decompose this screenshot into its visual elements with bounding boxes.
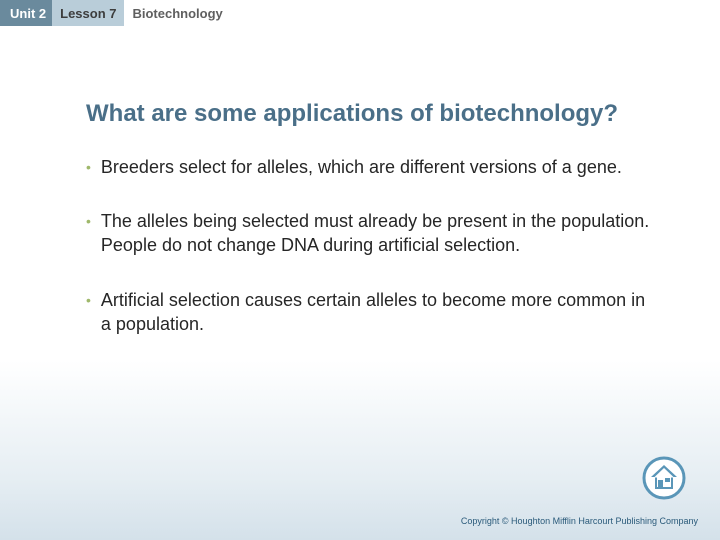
bullet-icon: • bbox=[86, 288, 91, 312]
lesson-label: Lesson 7 bbox=[52, 0, 124, 26]
bullet-icon: • bbox=[86, 155, 91, 179]
bullet-item: • The alleles being selected must alread… bbox=[86, 209, 658, 258]
unit-label: Unit 2 bbox=[0, 0, 52, 26]
home-icon bbox=[642, 456, 686, 500]
home-button[interactable] bbox=[642, 456, 686, 500]
copyright-text: Copyright © Houghton Mifflin Harcourt Pu… bbox=[461, 516, 698, 526]
topic-label: Biotechnology bbox=[124, 0, 230, 26]
bullet-text: Breeders select for alleles, which are d… bbox=[101, 155, 622, 179]
bullet-text: Artificial selection causes certain alle… bbox=[101, 288, 658, 337]
slide-header: Unit 2 Lesson 7 Biotechnology bbox=[0, 0, 720, 26]
bullet-item: • Artificial selection causes certain al… bbox=[86, 288, 658, 337]
slide-body: What are some applications of biotechnol… bbox=[0, 26, 720, 540]
slide-heading: What are some applications of biotechnol… bbox=[86, 100, 658, 129]
bullet-item: • Breeders select for alleles, which are… bbox=[86, 155, 658, 179]
bullet-icon: • bbox=[86, 209, 91, 233]
bullet-text: The alleles being selected must already … bbox=[101, 209, 658, 258]
